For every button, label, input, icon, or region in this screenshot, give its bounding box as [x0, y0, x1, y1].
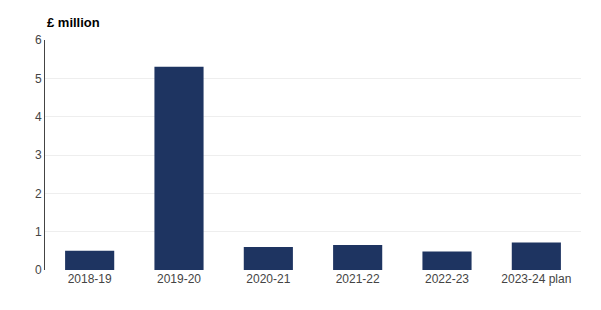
- svg-text:£ million: £ million: [47, 15, 100, 30]
- svg-text:6: 6: [35, 33, 42, 47]
- svg-text:5: 5: [35, 72, 42, 86]
- svg-text:2021-22: 2021-22: [336, 272, 380, 286]
- svg-text:1: 1: [35, 225, 42, 239]
- svg-text:0: 0: [35, 263, 42, 277]
- svg-text:2022-23: 2022-23: [425, 272, 469, 286]
- svg-text:3: 3: [35, 148, 42, 162]
- svg-text:2020-21: 2020-21: [246, 272, 290, 286]
- svg-text:2019-20: 2019-20: [157, 272, 201, 286]
- svg-text:2023-24 plan: 2023-24 plan: [501, 272, 571, 286]
- svg-text:2018-19: 2018-19: [68, 272, 112, 286]
- svg-text:2: 2: [35, 187, 42, 201]
- svg-text:4: 4: [35, 110, 42, 124]
